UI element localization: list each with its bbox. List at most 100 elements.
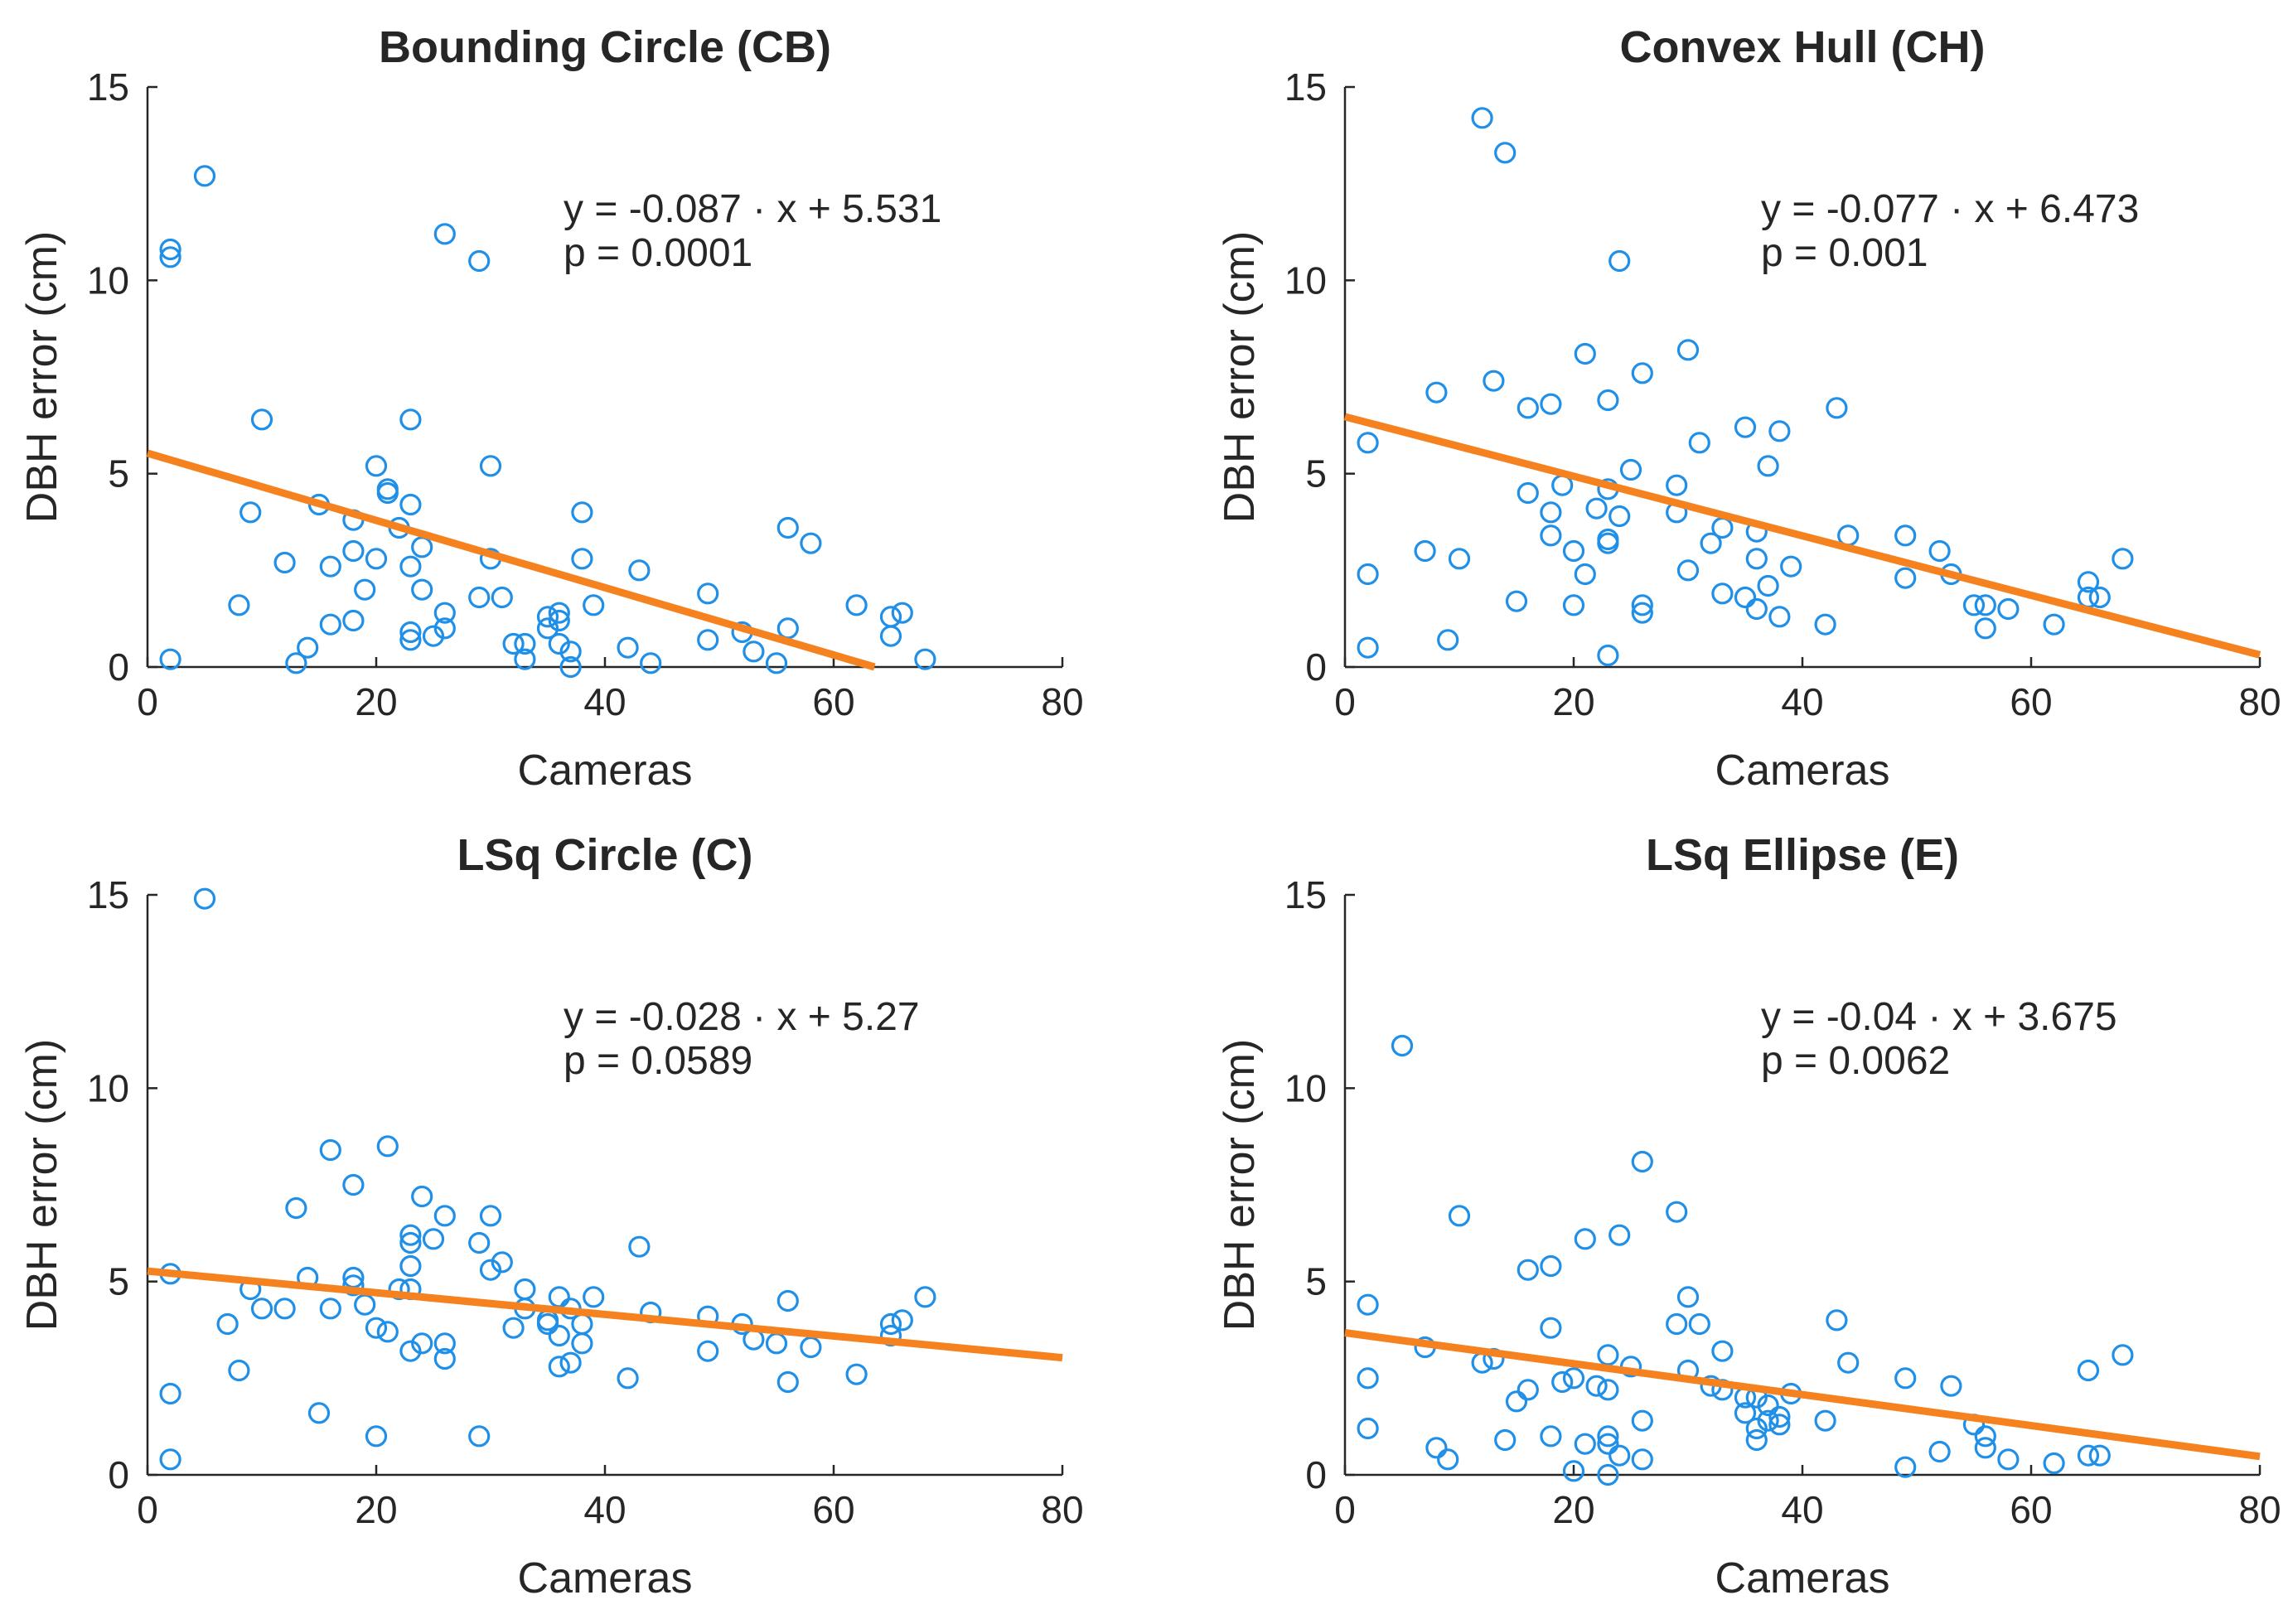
data-point <box>536 1312 559 1336</box>
data-point <box>743 640 765 663</box>
data-point <box>1734 1402 1757 1424</box>
data-point <box>891 602 913 624</box>
data-point <box>559 655 582 679</box>
data-point <box>571 1312 593 1336</box>
data-point <box>342 609 365 632</box>
data-point <box>1517 481 1539 505</box>
data-point <box>1768 1405 1791 1428</box>
data-point <box>2088 586 2111 609</box>
x-tick-label: 0 <box>137 680 158 723</box>
chart-title: LSq Circle (C) <box>457 830 752 880</box>
data-point <box>548 632 570 655</box>
data-point <box>1757 574 1779 597</box>
data-point <box>1974 617 1996 640</box>
data-point <box>1494 142 1517 164</box>
chart-panel-1: 0 20 40 60 80 0 5 10 15 Bounding Circle (CB) Camer… <box>18 22 1084 795</box>
data-point <box>1425 1437 1448 1459</box>
data-point <box>1517 1379 1539 1401</box>
fit-line <box>1343 413 2262 659</box>
data-point <box>1574 342 1596 365</box>
x-tick-label: 60 <box>2010 1488 2052 1531</box>
y-tick-label: 10 <box>87 259 129 302</box>
data-point <box>365 548 388 570</box>
data-point <box>376 1135 399 1158</box>
data-point <box>411 1332 433 1355</box>
data-point <box>1585 1375 1608 1397</box>
data-point <box>342 539 365 563</box>
x-tick-label: 0 <box>1334 1488 1356 1531</box>
x-tick-label: 0 <box>1334 680 1356 723</box>
data-point <box>845 594 868 616</box>
x-tick-label: 60 <box>2010 680 2052 723</box>
data-point <box>2112 548 2134 570</box>
data-point <box>765 652 788 674</box>
data-point <box>548 1356 570 1378</box>
x-tick-label: 60 <box>812 680 854 723</box>
data-point <box>228 1359 250 1382</box>
x-axis-label: Cameras <box>518 1554 693 1602</box>
data-point <box>433 1347 456 1370</box>
data-point <box>433 617 456 640</box>
data-point <box>159 648 181 670</box>
data-point <box>1631 1448 1653 1471</box>
data-point <box>1483 370 1505 392</box>
data-point <box>1540 1254 1562 1278</box>
data-point <box>388 1278 410 1301</box>
equation-label: y = -0.04 · x + 3.675 <box>1761 995 2117 1039</box>
data-point <box>433 602 456 624</box>
data-point <box>2112 1344 2134 1366</box>
chart-panel-3: 0 20 40 60 80 0 5 10 15 LSq Circle (C) Cameras DBH … <box>18 830 1084 1602</box>
data-point <box>1688 1312 1710 1336</box>
data-point <box>319 1138 341 1162</box>
data-point <box>365 1425 388 1448</box>
data-point <box>399 621 422 644</box>
data-point <box>776 1370 799 1394</box>
data-point <box>914 1286 936 1308</box>
data-point <box>559 640 582 663</box>
data-point <box>1437 1448 1459 1471</box>
data-point <box>1357 1367 1379 1390</box>
data-point <box>1928 539 1951 563</box>
data-point <box>1597 1379 1619 1401</box>
y-tick-label: 0 <box>108 1453 129 1496</box>
data-point <box>468 249 491 273</box>
data-point <box>776 1289 799 1312</box>
data-point <box>1814 613 1836 636</box>
chart-panel-4: 0 20 40 60 80 0 5 10 15 LSq Ellipse (E) Cameras DBH… <box>1216 830 2281 1602</box>
data-point <box>411 1185 433 1208</box>
data-point <box>354 1293 376 1316</box>
data-point <box>1814 1409 1836 1432</box>
equation-label: y = -0.028 · x + 5.27 <box>564 995 920 1039</box>
data-point <box>1437 629 1459 651</box>
y-axis-label: DBH error (cm) <box>1216 231 1264 523</box>
data-point <box>376 481 399 505</box>
data-point <box>879 1312 902 1336</box>
x-tick-label: 20 <box>355 680 397 723</box>
data-point <box>1608 249 1631 273</box>
y-tick-label: 10 <box>87 1066 129 1109</box>
data-point <box>548 602 570 624</box>
data-point <box>1425 381 1448 404</box>
y-axis-label: DBH error (cm) <box>18 231 66 523</box>
data-point <box>1928 1440 1951 1463</box>
data-point <box>536 617 559 640</box>
data-point <box>468 1425 491 1448</box>
data-point <box>273 551 296 574</box>
data-point <box>1997 1448 2020 1471</box>
data-point <box>422 625 445 647</box>
data-point <box>422 1228 445 1250</box>
data-point <box>1471 1351 1493 1374</box>
data-point <box>697 1340 719 1362</box>
data-point <box>571 501 593 524</box>
x-tick-label: 80 <box>1041 680 1083 723</box>
x-tick-label: 40 <box>583 1488 626 1531</box>
data-point <box>1768 606 1791 628</box>
y-tick-label: 10 <box>1284 259 1327 302</box>
x-tick-label: 20 <box>355 1488 397 1531</box>
data-point <box>250 1298 273 1320</box>
data-point <box>1597 1433 1619 1455</box>
data-point <box>411 536 433 558</box>
x-tick-label: 20 <box>1552 1488 1594 1531</box>
chart-title: LSq Ellipse (E) <box>1646 830 1959 880</box>
